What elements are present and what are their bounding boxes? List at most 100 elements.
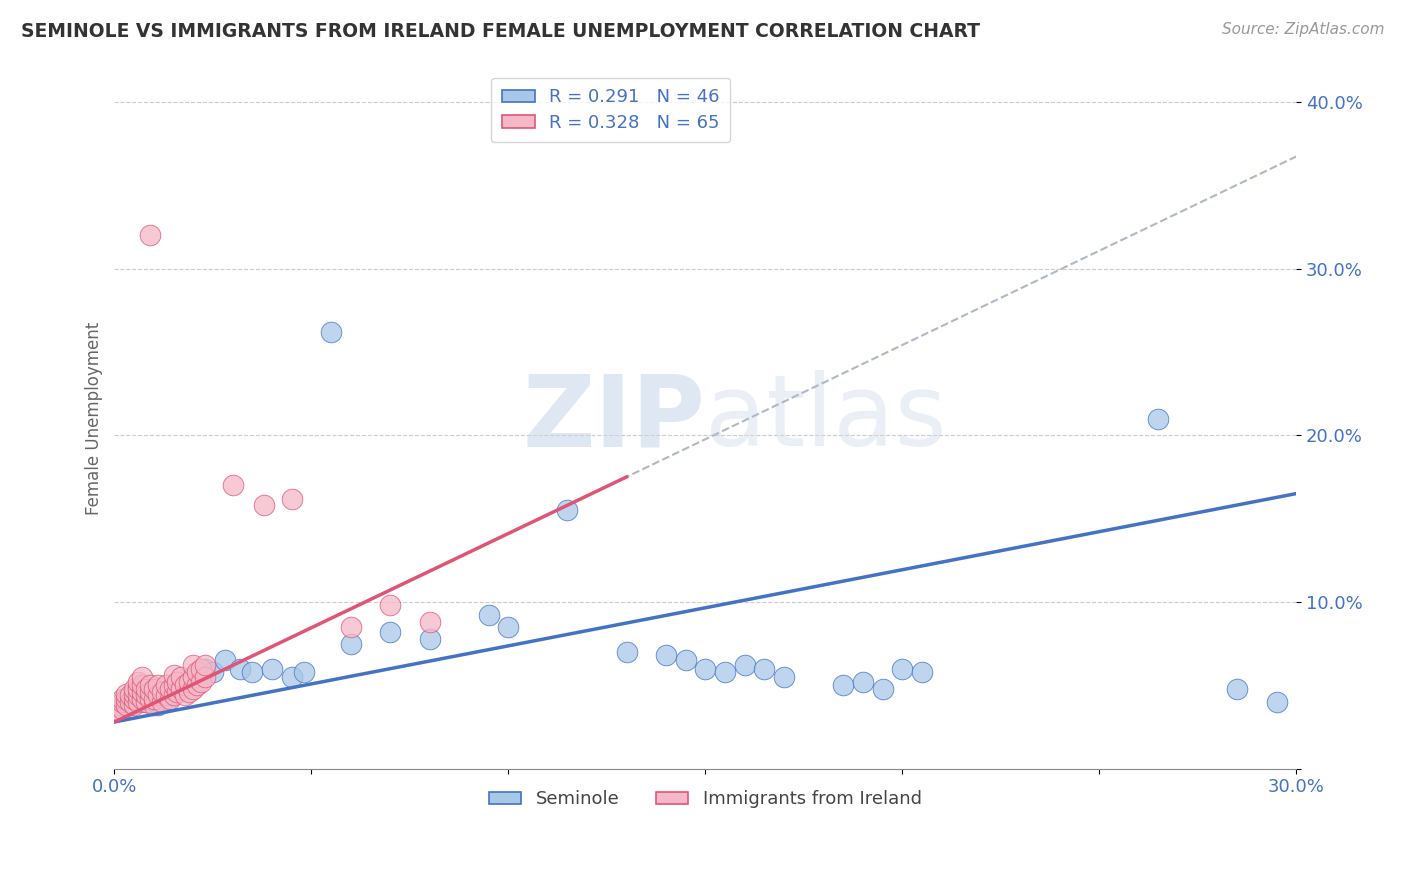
Point xyxy=(150,688,173,702)
Point xyxy=(162,668,184,682)
Point xyxy=(142,698,165,713)
Point xyxy=(131,685,153,699)
Point xyxy=(655,648,678,663)
Point xyxy=(419,615,441,629)
Point xyxy=(159,681,181,696)
Point xyxy=(170,670,193,684)
Point xyxy=(221,478,243,492)
Point xyxy=(155,678,177,692)
Point xyxy=(139,678,162,692)
Point xyxy=(142,691,165,706)
Point xyxy=(162,681,184,696)
Point xyxy=(229,662,252,676)
Point xyxy=(498,620,520,634)
Point xyxy=(127,685,149,699)
Point xyxy=(280,491,302,506)
Point xyxy=(166,685,188,699)
Point xyxy=(135,695,157,709)
Point xyxy=(253,498,276,512)
Point xyxy=(120,688,142,702)
Point xyxy=(115,691,138,706)
Point xyxy=(135,695,157,709)
Point xyxy=(122,681,145,696)
Point xyxy=(111,695,134,709)
Point xyxy=(1265,695,1288,709)
Point xyxy=(714,665,737,679)
Point xyxy=(872,681,894,696)
Point xyxy=(162,688,184,702)
Point xyxy=(181,670,204,684)
Point xyxy=(139,687,162,701)
Text: ZIP: ZIP xyxy=(523,370,706,467)
Point xyxy=(194,670,217,684)
Point xyxy=(122,698,145,713)
Point xyxy=(186,665,208,679)
Point xyxy=(146,698,169,713)
Point xyxy=(292,665,315,679)
Point xyxy=(478,608,501,623)
Point xyxy=(174,678,197,692)
Point xyxy=(380,599,402,613)
Point xyxy=(319,325,342,339)
Point xyxy=(142,681,165,696)
Point xyxy=(115,687,138,701)
Point xyxy=(170,678,193,692)
Point xyxy=(339,637,361,651)
Point xyxy=(675,653,697,667)
Point xyxy=(214,653,236,667)
Point xyxy=(162,678,184,692)
Point xyxy=(190,675,212,690)
Point xyxy=(111,695,134,709)
Point xyxy=(181,670,204,684)
Point xyxy=(695,662,717,676)
Y-axis label: Female Unemployment: Female Unemployment xyxy=(86,322,103,516)
Point xyxy=(194,662,217,676)
Point xyxy=(115,691,138,706)
Text: SEMINOLE VS IMMIGRANTS FROM IRELAND FEMALE UNEMPLOYMENT CORRELATION CHART: SEMINOLE VS IMMIGRANTS FROM IRELAND FEMA… xyxy=(21,22,980,41)
Point xyxy=(280,670,302,684)
Point xyxy=(131,678,153,692)
Point xyxy=(155,695,177,709)
Point xyxy=(1226,681,1249,696)
Point xyxy=(557,503,579,517)
Point xyxy=(139,228,162,243)
Point xyxy=(142,691,165,706)
Point xyxy=(339,620,361,634)
Point xyxy=(122,691,145,706)
Point xyxy=(120,695,142,709)
Point xyxy=(120,698,142,713)
Text: Source: ZipAtlas.com: Source: ZipAtlas.com xyxy=(1222,22,1385,37)
Point xyxy=(911,665,934,679)
Point xyxy=(150,695,173,709)
Point xyxy=(139,685,162,699)
Point xyxy=(419,632,441,646)
Point xyxy=(127,681,149,696)
Point xyxy=(179,675,201,690)
Point xyxy=(174,688,197,702)
Point xyxy=(240,665,263,679)
Point xyxy=(131,670,153,684)
Point xyxy=(891,662,914,676)
Point xyxy=(754,662,776,676)
Point xyxy=(146,678,169,692)
Point xyxy=(122,687,145,701)
Point xyxy=(122,688,145,702)
Point xyxy=(852,675,875,690)
Point xyxy=(159,691,181,706)
Point xyxy=(131,691,153,706)
Point xyxy=(139,691,162,706)
Point xyxy=(201,665,224,679)
Point xyxy=(107,703,129,717)
Point xyxy=(186,678,208,692)
Point xyxy=(194,658,217,673)
Text: atlas: atlas xyxy=(706,370,948,467)
Point xyxy=(380,624,402,639)
Point xyxy=(179,685,201,699)
Point xyxy=(1147,411,1170,425)
Point xyxy=(181,681,204,696)
Point xyxy=(170,681,193,696)
Point xyxy=(127,695,149,709)
Point xyxy=(181,658,204,673)
Point xyxy=(107,698,129,713)
Point xyxy=(260,662,283,676)
